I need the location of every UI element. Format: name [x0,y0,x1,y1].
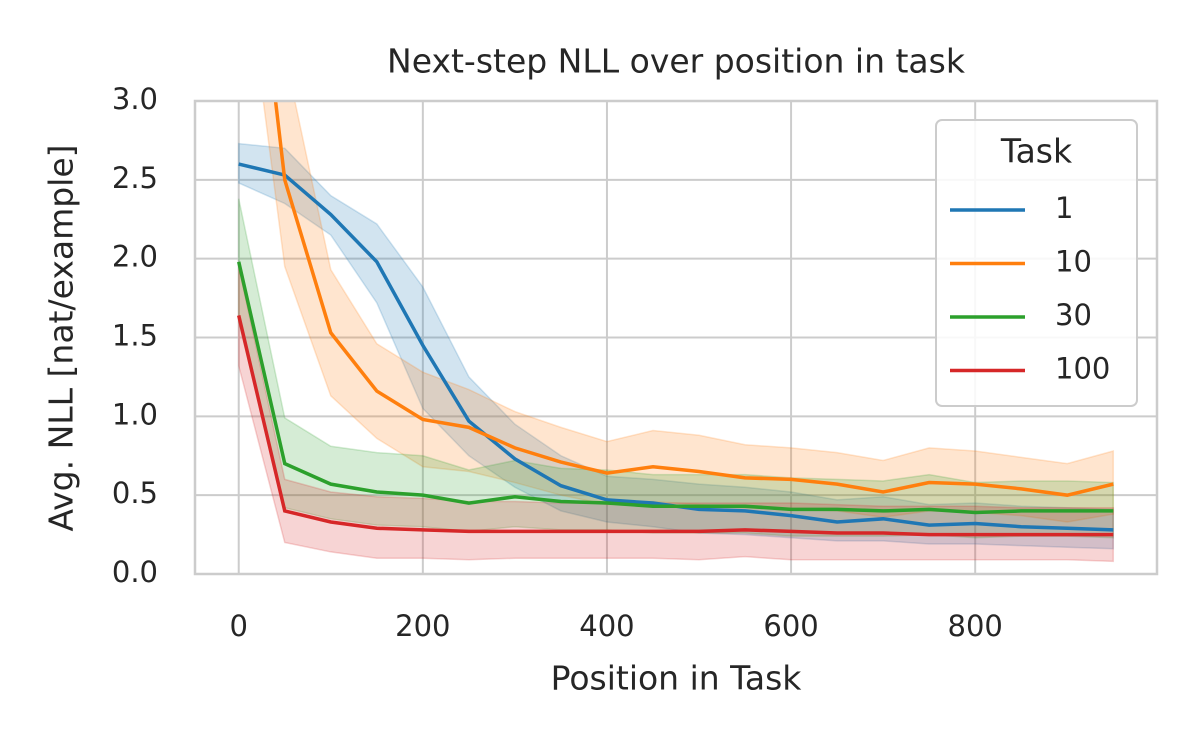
legend-title: Task [1000,132,1073,171]
y-axis-label: Avg. NLL [nat/example] [42,144,81,531]
line [273,101,1114,497]
legend-label: 10 [1055,245,1092,279]
x-tick-label: 600 [763,609,818,643]
legend-label: 100 [1055,352,1110,386]
legend-box [935,119,1138,407]
confidence-band [237,198,1115,539]
line [237,261,1114,515]
x-axis-label: Position in Task [551,659,803,698]
y-tick-label: 0.5 [112,476,158,510]
plot-area [237,101,1115,563]
y-tick-label: 1.0 [112,397,158,431]
line [237,315,1114,537]
legend: Task 1 10 30 100 [935,119,1138,407]
legend-label: 1 [1055,191,1073,225]
chart-title: Next-step NLL over position in task [387,42,966,81]
x-tick-label: 800 [948,609,1003,643]
y-tick-label: 1.5 [112,319,158,353]
x-tick-label: 200 [395,609,450,643]
confidence-band [262,101,1115,523]
confidence-band [237,266,1115,563]
confidence-band [237,142,1115,550]
x-tick-label: 0 [230,609,248,643]
y-tick-label: 2.0 [112,240,158,274]
y-tick-label: 3.0 [112,82,158,116]
y-tick-label: 0.0 [112,555,158,589]
y-tick-label: 2.5 [112,161,158,195]
x-tick-label: 400 [579,609,634,643]
axes-frame [193,99,1159,576]
legend-label: 30 [1055,298,1092,332]
